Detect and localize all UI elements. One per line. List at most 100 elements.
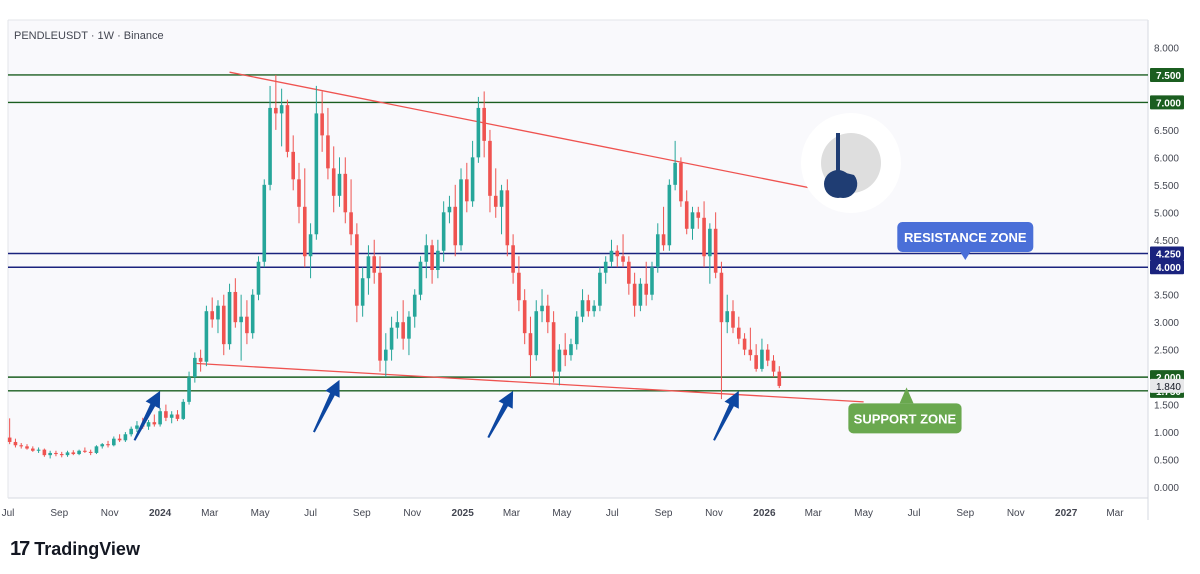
candle-body xyxy=(540,305,544,312)
candle xyxy=(540,289,544,323)
candle-body xyxy=(94,446,99,453)
tradingview-logo[interactable]: 17 TradingView xyxy=(10,538,140,561)
candle-body xyxy=(129,428,133,435)
candle xyxy=(522,289,527,345)
candlesticks xyxy=(7,74,782,459)
candle-body xyxy=(135,425,139,429)
candle-body xyxy=(193,357,197,378)
candle-body xyxy=(493,195,498,207)
candle-body xyxy=(673,162,677,185)
candle-body xyxy=(123,434,128,441)
trendline-lower xyxy=(194,362,864,403)
candle xyxy=(621,234,625,268)
candle-body xyxy=(424,245,429,262)
candle xyxy=(673,140,677,191)
candle-body xyxy=(702,217,706,257)
y-tick-label: 8.000 xyxy=(1154,43,1179,54)
candle-body xyxy=(378,272,382,361)
candle xyxy=(690,206,695,240)
candle xyxy=(528,316,533,378)
zone-box xyxy=(897,222,1034,253)
x-tick-label: 2027 xyxy=(1055,508,1078,519)
candle xyxy=(54,450,58,457)
level-tag xyxy=(1150,95,1184,110)
candle xyxy=(285,99,290,158)
candle-body xyxy=(337,173,342,196)
x-tick-label: Jul xyxy=(2,508,15,519)
trendline-upper xyxy=(229,71,864,200)
candle xyxy=(418,256,423,301)
x-tick-label: May xyxy=(552,508,571,519)
x-tick-label: 2024 xyxy=(149,508,172,519)
level-tag-label: 7.000 xyxy=(1156,98,1181,109)
candle-body xyxy=(586,300,591,312)
candle xyxy=(638,278,643,312)
candle xyxy=(736,316,741,345)
candle-body xyxy=(152,422,157,425)
candle xyxy=(19,443,24,449)
candle xyxy=(42,448,47,457)
candle xyxy=(598,267,602,312)
candle-body xyxy=(256,261,261,295)
candle-body xyxy=(395,322,400,328)
candle xyxy=(655,223,660,273)
symbol-title: PENDLEUSDT · 1W · Binance xyxy=(14,30,164,42)
candle-body xyxy=(83,450,87,452)
candle-body xyxy=(517,272,521,301)
candle xyxy=(158,407,162,427)
support-arrow xyxy=(313,379,340,433)
candle-body xyxy=(343,173,348,213)
candle-body xyxy=(470,157,475,202)
resistance-zone-label: RESISTANCE ZONE xyxy=(897,222,1034,261)
candle xyxy=(117,434,122,442)
support-arrow xyxy=(133,390,161,441)
candle xyxy=(696,206,701,229)
candle-body xyxy=(655,234,660,268)
candle xyxy=(569,338,573,361)
candle-body xyxy=(320,113,324,136)
y-tick-label: 0.000 xyxy=(1154,483,1179,494)
candle-body xyxy=(748,349,753,356)
candle-body xyxy=(447,206,452,213)
level-tag-label: 4.250 xyxy=(1156,250,1181,261)
y-tick-label: 1.000 xyxy=(1154,428,1179,439)
candle-body xyxy=(563,349,567,356)
y-tick-label: 1.500 xyxy=(1154,401,1179,412)
candle-body xyxy=(401,322,405,339)
candle-body xyxy=(25,446,29,449)
candle xyxy=(615,245,620,268)
y-tick-label: 4.500 xyxy=(1154,236,1179,247)
candle-body xyxy=(112,438,116,446)
candle xyxy=(609,239,614,268)
candle xyxy=(279,88,284,147)
candle xyxy=(488,129,492,213)
candle-body xyxy=(36,449,41,451)
candle-body xyxy=(175,414,180,419)
candle-body xyxy=(349,212,353,235)
candle xyxy=(227,283,232,350)
candle-body xyxy=(383,349,388,361)
candle xyxy=(146,419,151,430)
candle-body xyxy=(360,278,365,306)
candle xyxy=(551,311,556,383)
x-tick-label: Nov xyxy=(1007,508,1025,519)
candle xyxy=(204,305,209,367)
candle xyxy=(135,421,139,433)
candle-body xyxy=(505,190,510,246)
candle xyxy=(268,85,272,191)
zone-pointer xyxy=(960,252,971,261)
candle xyxy=(465,162,469,213)
x-tick-label: Sep xyxy=(655,508,673,519)
candle-body xyxy=(88,451,93,453)
candle-body xyxy=(279,105,284,114)
candle-body xyxy=(389,327,394,350)
candle-body xyxy=(551,322,556,372)
candle xyxy=(83,447,87,453)
x-tick-label: Mar xyxy=(503,508,521,519)
candle xyxy=(499,184,504,235)
candle-body xyxy=(210,311,214,320)
candle-body xyxy=(650,267,654,295)
candle-body xyxy=(511,245,515,273)
